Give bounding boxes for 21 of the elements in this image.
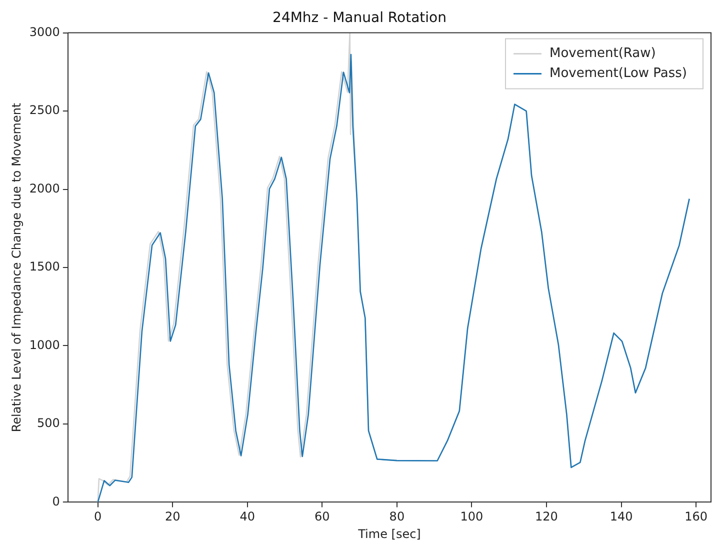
y-tick-label: 2500 xyxy=(29,103,60,118)
y-tick-label: 500 xyxy=(37,416,60,430)
y-tick-label: 0 xyxy=(52,494,60,508)
x-tick-label: 100 xyxy=(460,510,484,524)
x-tick-label: 160 xyxy=(684,510,708,524)
x-axis-title: Time [sec] xyxy=(357,526,421,541)
y-tick-label: 2000 xyxy=(29,181,60,196)
legend-label: Movement(Low Pass) xyxy=(549,66,688,82)
x-tick-label: 80 xyxy=(389,510,405,524)
x-tick-label: 20 xyxy=(164,510,180,524)
x-tick-label: 0 xyxy=(94,510,102,524)
x-tick-label: 60 xyxy=(314,510,330,524)
x-tick-label: 140 xyxy=(610,510,633,524)
y-tick-label: 1500 xyxy=(29,260,60,274)
y-tick-label: 1000 xyxy=(29,338,60,352)
chart-title: 24Mhz - Manual Rotation xyxy=(272,10,446,26)
x-tick-label: 120 xyxy=(535,510,558,524)
x-tick-label: 40 xyxy=(240,510,256,524)
y-tick-label: 3000 xyxy=(29,24,60,39)
y-axis-title: Relative Level of Impedance Change due to Movement xyxy=(9,102,24,432)
legend-label: Movement(Raw) xyxy=(549,46,656,62)
